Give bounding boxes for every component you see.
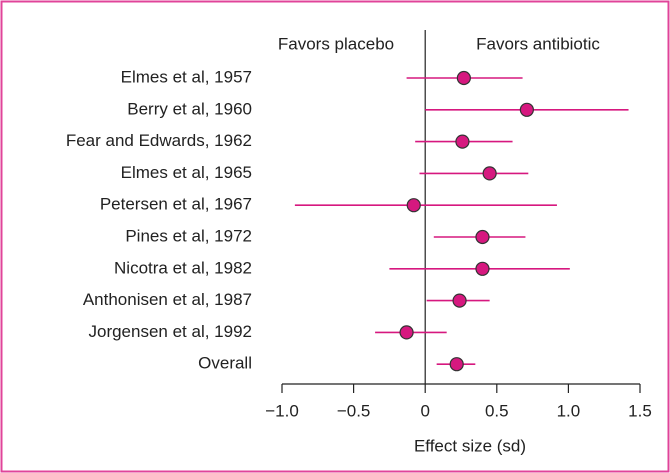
x-tick-label: 0 bbox=[420, 401, 429, 420]
y-tick-label: Nicotra et al, 1982 bbox=[114, 258, 252, 277]
point-estimate bbox=[406, 198, 421, 213]
x-tick-label: −0.5 bbox=[337, 401, 371, 420]
point-estimate bbox=[519, 102, 534, 117]
annotation: Favors antibiotic bbox=[476, 34, 600, 53]
y-tick-label: Overall bbox=[198, 354, 252, 373]
x-tick-label: 1.5 bbox=[628, 401, 652, 420]
point-estimate bbox=[399, 325, 414, 340]
point-estimate bbox=[449, 357, 464, 372]
y-tick-label: Elmes et al, 1957 bbox=[121, 67, 252, 86]
point-estimate bbox=[455, 134, 470, 149]
x-axis-label: Effect size (sd) bbox=[414, 436, 526, 455]
point-estimate bbox=[475, 229, 490, 245]
y-tick-label: Jorgensen et al, 1992 bbox=[88, 322, 252, 341]
y-tick-label: Elmes et al, 1965 bbox=[121, 163, 252, 182]
point-estimate bbox=[482, 166, 497, 181]
y-tick-label: Anthonisen et al, 1987 bbox=[83, 290, 252, 309]
annotation: Favors placebo bbox=[278, 34, 394, 53]
point-estimate bbox=[452, 293, 467, 308]
point-estimate bbox=[475, 261, 490, 276]
y-tick-label: Fear and Edwards, 1962 bbox=[66, 131, 252, 150]
y-tick-label: Pines et al, 1972 bbox=[125, 226, 252, 245]
y-tick-label: Berry et al, 1960 bbox=[127, 99, 252, 118]
y-tick-label: Petersen et al, 1967 bbox=[100, 195, 252, 214]
x-tick-label: 1.0 bbox=[557, 401, 581, 420]
point-estimate bbox=[456, 70, 471, 86]
x-tick-label: 0.5 bbox=[485, 401, 509, 420]
x-tick-label: −1.0 bbox=[265, 401, 299, 420]
